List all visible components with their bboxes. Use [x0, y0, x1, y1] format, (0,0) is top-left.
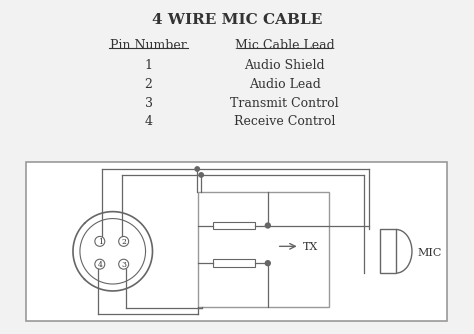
Text: 2: 2 — [145, 78, 153, 91]
Bar — [213, 259, 255, 267]
Text: 4: 4 — [98, 261, 103, 269]
Text: TX: TX — [302, 242, 318, 252]
Text: 3: 3 — [122, 261, 127, 269]
Bar — [213, 221, 255, 229]
Circle shape — [265, 223, 270, 228]
Bar — [380, 229, 396, 273]
Bar — [26, 162, 447, 321]
Circle shape — [199, 173, 203, 177]
Text: Audio Lead: Audio Lead — [249, 78, 320, 91]
Text: 1: 1 — [145, 59, 153, 72]
Circle shape — [95, 236, 105, 246]
Text: MIC: MIC — [418, 248, 442, 258]
Text: 4 WIRE MIC CABLE: 4 WIRE MIC CABLE — [152, 13, 322, 27]
Circle shape — [265, 261, 270, 266]
Text: Transmit Control: Transmit Control — [230, 97, 339, 110]
Text: Receive Control: Receive Control — [234, 116, 336, 129]
Text: Audio Shield: Audio Shield — [245, 59, 325, 72]
Text: 1: 1 — [98, 238, 103, 246]
Circle shape — [195, 167, 200, 171]
Circle shape — [118, 236, 128, 246]
Circle shape — [118, 259, 128, 269]
Text: 3: 3 — [145, 97, 153, 110]
Text: Mic Cable Lead: Mic Cable Lead — [235, 39, 335, 52]
Text: 4: 4 — [145, 116, 153, 129]
Text: Pin Number: Pin Number — [110, 39, 187, 52]
Text: 2: 2 — [122, 238, 127, 246]
Circle shape — [95, 259, 105, 269]
Bar — [198, 192, 329, 307]
